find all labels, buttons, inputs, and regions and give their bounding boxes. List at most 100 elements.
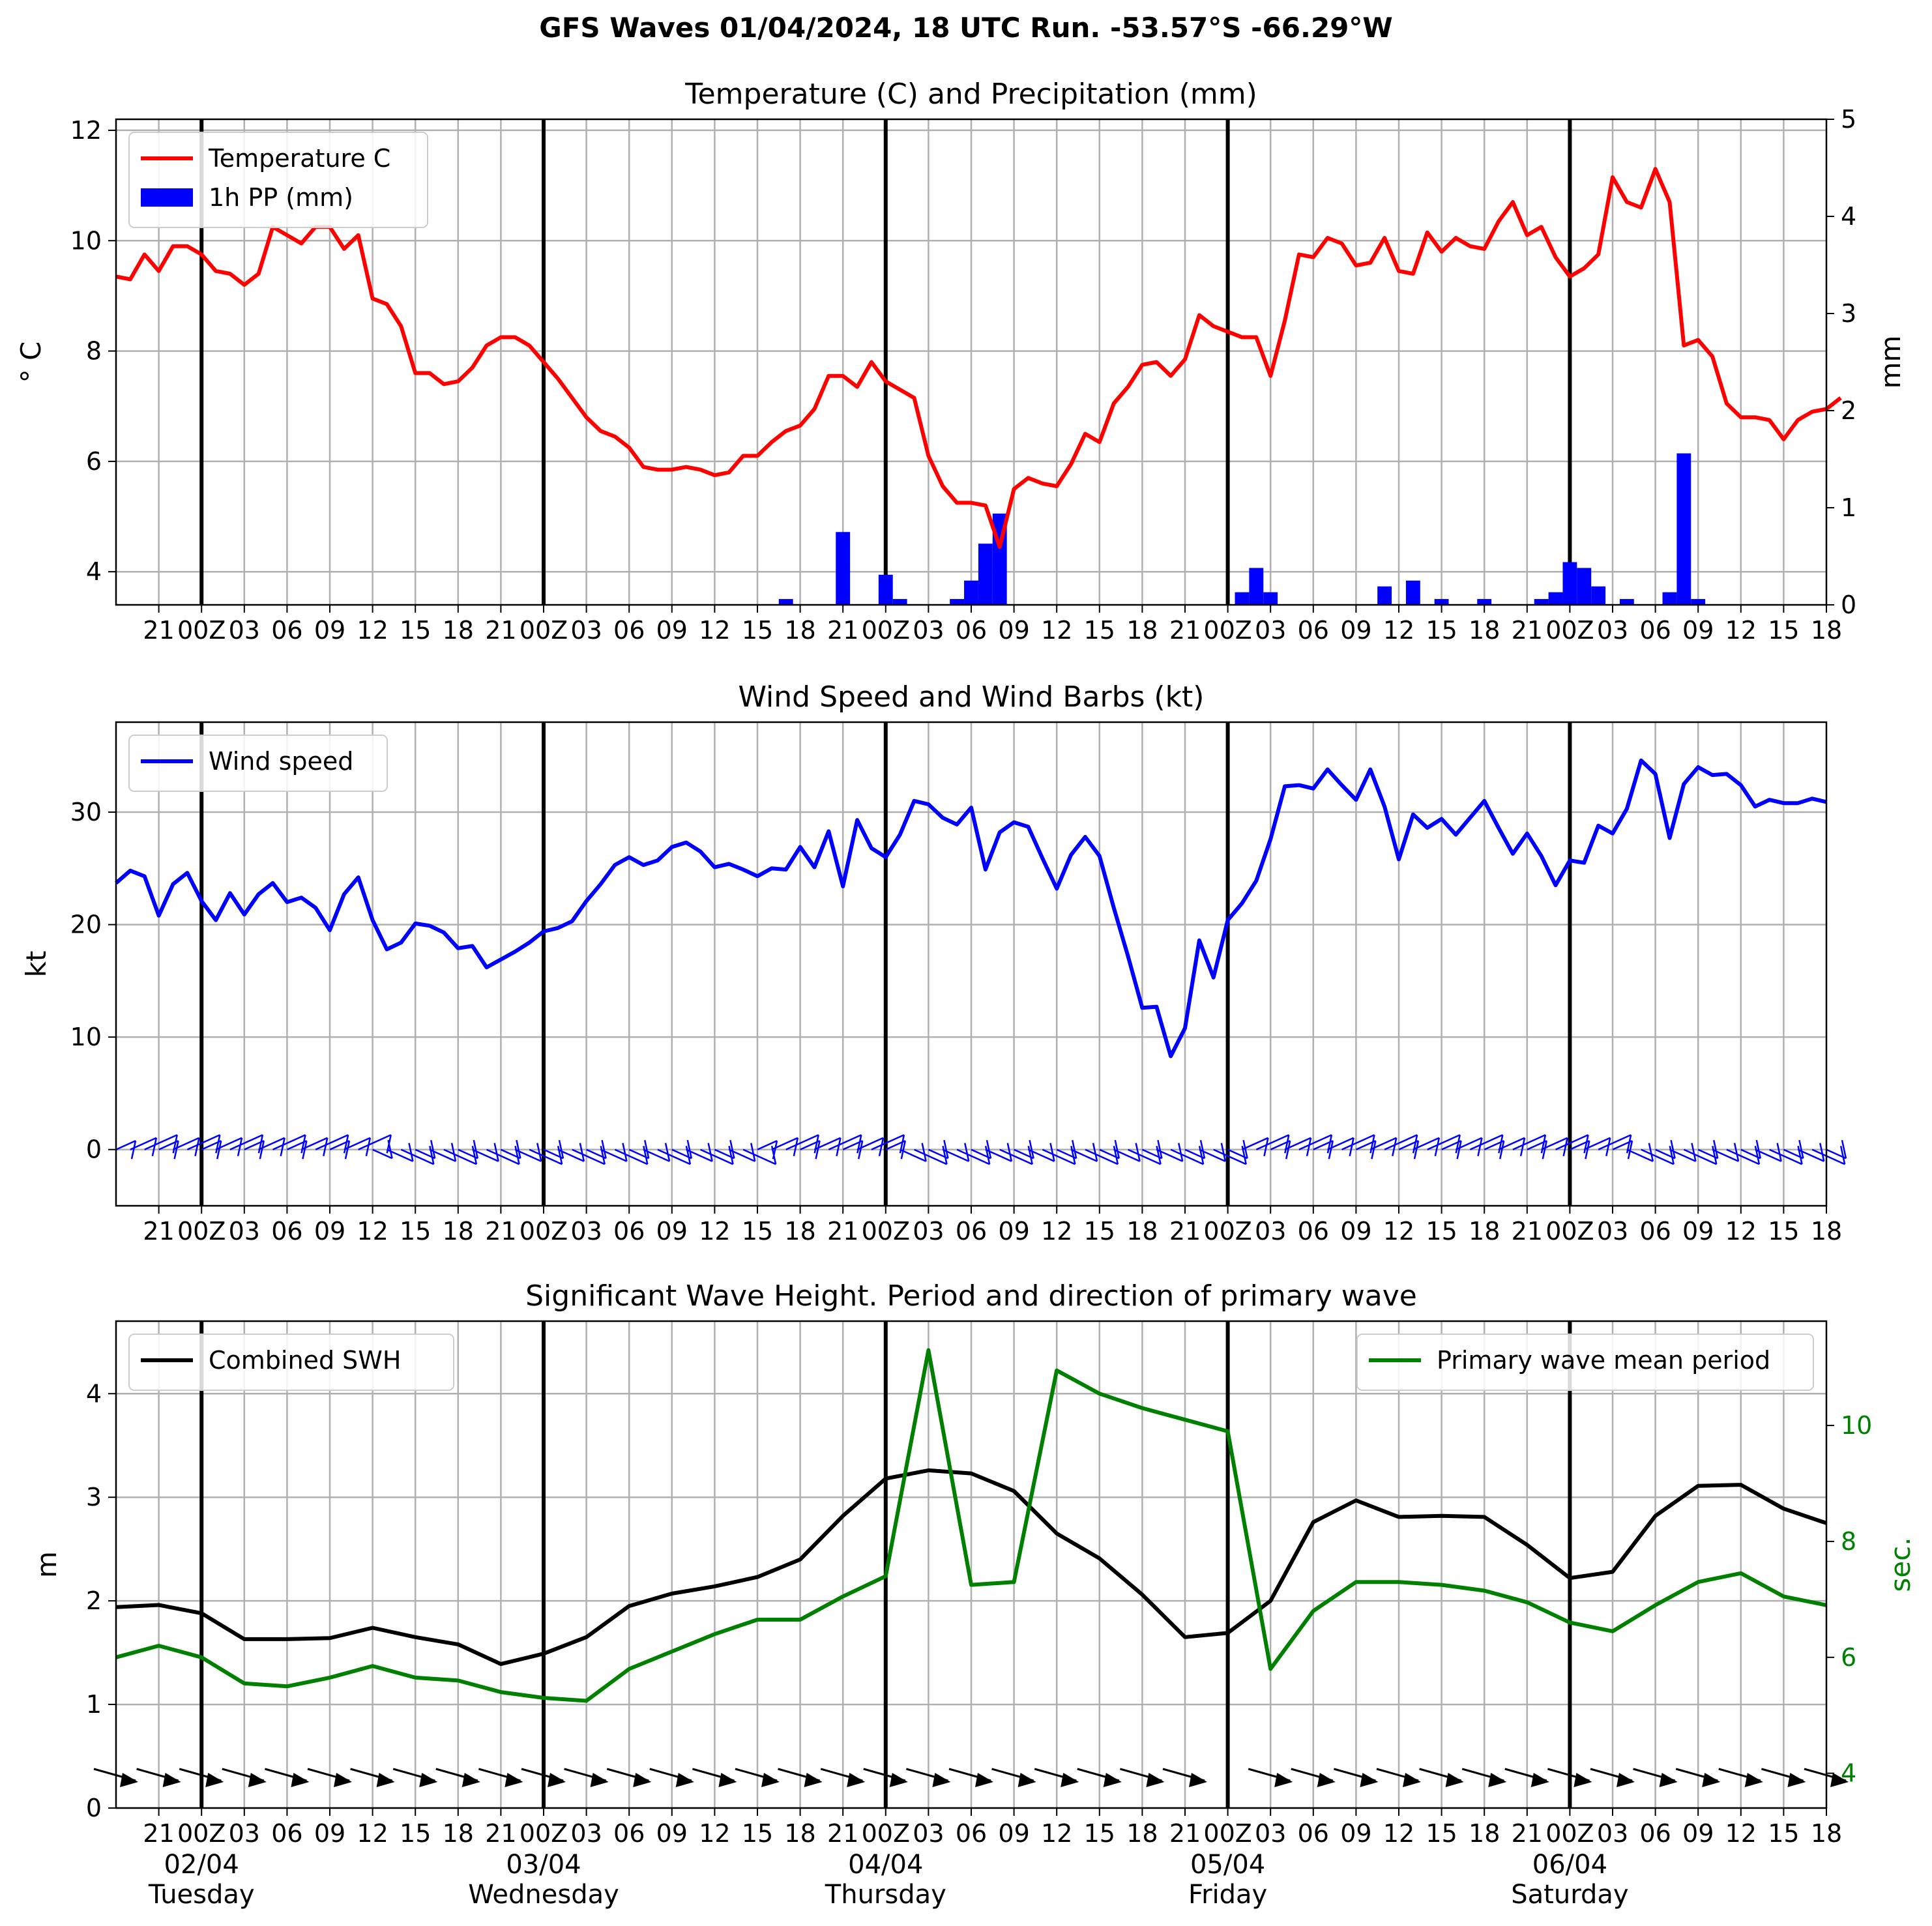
- wave-direction-arrowhead: [1830, 1773, 1849, 1787]
- legend-box: [1356, 1334, 1814, 1391]
- wind-barb: [1655, 1148, 1676, 1160]
- x-tick-label: 00Z: [862, 1819, 910, 1848]
- precip-bar: [778, 599, 793, 605]
- x-tick-label: 12: [357, 1819, 388, 1848]
- wind-barb-flag: [1733, 1143, 1740, 1161]
- x-tick-label: 21: [143, 1217, 174, 1246]
- wind-barb: [1527, 1140, 1547, 1150]
- x-tick-label: 06: [271, 616, 302, 645]
- wind-barb: [1056, 1148, 1077, 1160]
- wave-direction-arrowhead: [548, 1773, 566, 1787]
- wind-barb-flag: [943, 1139, 949, 1159]
- wind-barb-flag: [1306, 1137, 1312, 1156]
- wind-barb-flag: [1135, 1143, 1141, 1161]
- wind-barb: [1369, 1137, 1397, 1150]
- x-tick-label: 21: [1169, 1819, 1201, 1848]
- wind-barb: [201, 1140, 222, 1150]
- wind-barb-flag: [1263, 1137, 1269, 1156]
- wind-barb: [344, 1137, 371, 1150]
- x-tick-label: 09: [656, 1819, 688, 1848]
- y-tick-label: 10: [70, 226, 102, 255]
- wave-direction-arrowhead: [1787, 1773, 1806, 1787]
- wind-barb-flag: [1499, 1140, 1505, 1160]
- wind-barb-flag: [173, 1140, 179, 1160]
- x-tick-label: 06: [271, 1217, 302, 1246]
- panel-title: Significant Wave Height. Period and dire…: [525, 1279, 1417, 1313]
- wave-direction-arrowhead: [419, 1773, 438, 1787]
- day-label: Saturday: [1511, 1880, 1628, 1910]
- wave-direction-arrowhead: [1744, 1773, 1763, 1787]
- wind-barb-flag: [772, 1140, 778, 1160]
- wind-barb-flag: [1071, 1139, 1077, 1159]
- wind-barb: [415, 1148, 435, 1160]
- y2-tick-label: 4: [1841, 1759, 1856, 1788]
- wind-barb: [1070, 1148, 1098, 1162]
- wind-barb: [1141, 1148, 1162, 1160]
- wind-barb: [1085, 1148, 1119, 1165]
- wind-barb: [956, 1148, 990, 1165]
- wind-barb: [728, 1148, 755, 1162]
- wind-barb: [871, 1134, 905, 1150]
- x-tick-label: 06: [1639, 616, 1671, 645]
- y-tick-label: 4: [86, 1379, 102, 1408]
- x-tick-label: 12: [699, 616, 730, 645]
- wind-barb: [300, 1137, 328, 1150]
- wind-barb: [1583, 1137, 1611, 1150]
- wind-barb: [614, 1148, 648, 1165]
- y2-tick-label: 6: [1841, 1643, 1856, 1672]
- wind-barb: [900, 1148, 927, 1162]
- x-tick-label: 18: [443, 1819, 474, 1848]
- wind-barb: [1697, 1148, 1718, 1160]
- wind-barb-flag: [964, 1143, 970, 1161]
- wave-direction-arrowhead: [675, 1773, 694, 1787]
- x-tick-label: 21: [1512, 1819, 1543, 1848]
- wind-barb: [472, 1148, 499, 1162]
- wind-barb-flag: [429, 1145, 435, 1165]
- x-tick-label: 15: [1768, 1217, 1799, 1246]
- x-tick-label: 06: [271, 1819, 302, 1848]
- wave-direction-arrowhead: [1488, 1773, 1507, 1787]
- x-tick-label: 18: [1469, 1819, 1500, 1848]
- wind-barb-flag: [1627, 1140, 1633, 1160]
- x-tick-label: 09: [998, 1819, 1029, 1848]
- wind-barb: [1298, 1134, 1332, 1150]
- y2-tick-label: 0: [1841, 591, 1856, 619]
- wind-barb-flag: [343, 1134, 349, 1154]
- wind-barb: [186, 1134, 220, 1150]
- x-tick-label: 12: [1725, 1819, 1757, 1848]
- x-tick-label: 12: [357, 616, 388, 645]
- wind-barb: [686, 1148, 713, 1162]
- x-tick-label: 03: [229, 616, 260, 645]
- wind-barb: [1826, 1148, 1847, 1160]
- wind-barb: [130, 1137, 157, 1150]
- wind-barb-flag: [1412, 1134, 1418, 1154]
- wave-direction-arrowhead: [1360, 1773, 1379, 1787]
- wind-barb-flag: [942, 1145, 948, 1165]
- wind-barb: [158, 1140, 179, 1150]
- x-tick-label: 15: [400, 1217, 431, 1246]
- x-tick-label: 18: [1126, 1217, 1158, 1246]
- panel-title: Wind Speed and Wind Barbs (kt): [739, 680, 1205, 714]
- wave-direction-arrowhead: [291, 1773, 310, 1787]
- wind-barb: [486, 1148, 520, 1165]
- wind-barb: [557, 1148, 585, 1162]
- wind-barb: [1740, 1148, 1761, 1160]
- wind-barb-flag: [130, 1140, 137, 1160]
- wind-barb: [742, 1148, 776, 1165]
- legend-box: [128, 735, 388, 792]
- wind-barb-flag: [471, 1145, 478, 1165]
- wind-barb-flag: [1519, 1137, 1526, 1156]
- wind-barb: [1341, 1134, 1375, 1150]
- y-tick-label: 30: [70, 798, 102, 826]
- wave-direction-arrowhead: [975, 1773, 993, 1787]
- wind-barb-flag: [151, 1137, 158, 1156]
- wind-barb: [657, 1148, 691, 1165]
- x-tick-label: 15: [1426, 1217, 1457, 1246]
- wind-barb-flag: [516, 1139, 521, 1159]
- y2-tick-label: 2: [1841, 396, 1856, 425]
- x-tick-label: 21: [1512, 616, 1543, 645]
- wind-barb-flag: [259, 1140, 265, 1160]
- precip-bar: [1676, 453, 1691, 605]
- wave-direction-arrowhead: [162, 1773, 181, 1787]
- x-tick-label: 03: [229, 1217, 260, 1246]
